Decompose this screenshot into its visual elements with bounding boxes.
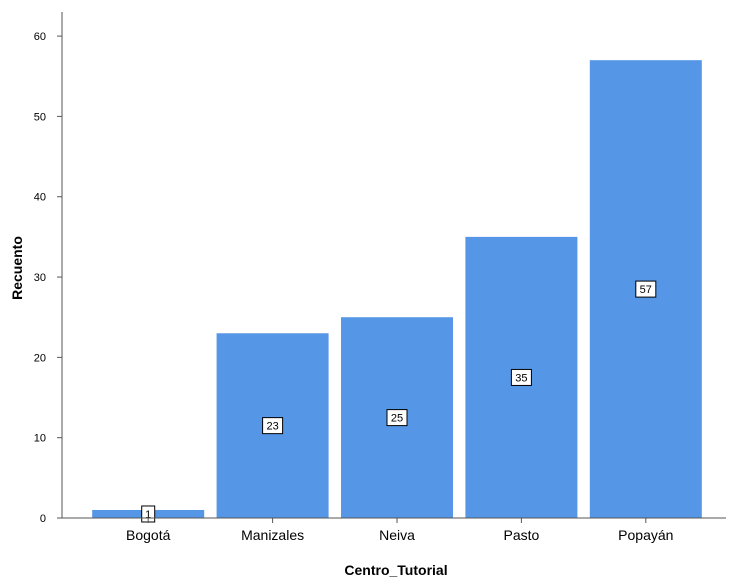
- y-ticks-layer: 0 10 20 30 40 50 60: [34, 31, 62, 525]
- x-ticks-layer: Bogotá Manizales Neiva Pasto Popayán: [126, 518, 673, 543]
- y-tick-label: 50: [34, 111, 46, 123]
- data-label: 57: [640, 284, 652, 296]
- data-label-box: [262, 417, 284, 435]
- x-tick-label: Neiva: [379, 527, 415, 543]
- axes-layer: [61, 12, 726, 519]
- y-tick-label: 0: [40, 513, 46, 525]
- data-label-box: [510, 368, 532, 386]
- x-tick-label: Popayán: [618, 527, 673, 543]
- y-tick-label: 10: [34, 433, 46, 445]
- x-tick-label: Manizales: [241, 527, 304, 543]
- y-tick-label: 40: [34, 192, 46, 204]
- y-tick-label: 30: [34, 272, 46, 284]
- x-axis-title: Centro_Tutorial: [344, 562, 447, 578]
- data-label: 35: [515, 372, 527, 384]
- bars-layer: [92, 60, 702, 518]
- data-label: 1: [145, 509, 151, 521]
- y-axis-title: Recuento: [9, 236, 25, 300]
- data-label-box: [386, 409, 408, 427]
- y-tick-label: 20: [34, 352, 46, 364]
- x-tick-label: Pasto: [503, 527, 539, 543]
- data-label-box: [635, 280, 657, 298]
- x-tick-label: Bogotá: [126, 527, 171, 543]
- data-label: 23: [266, 421, 278, 433]
- data-label: 25: [391, 413, 403, 425]
- y-tick-label: 60: [34, 31, 46, 43]
